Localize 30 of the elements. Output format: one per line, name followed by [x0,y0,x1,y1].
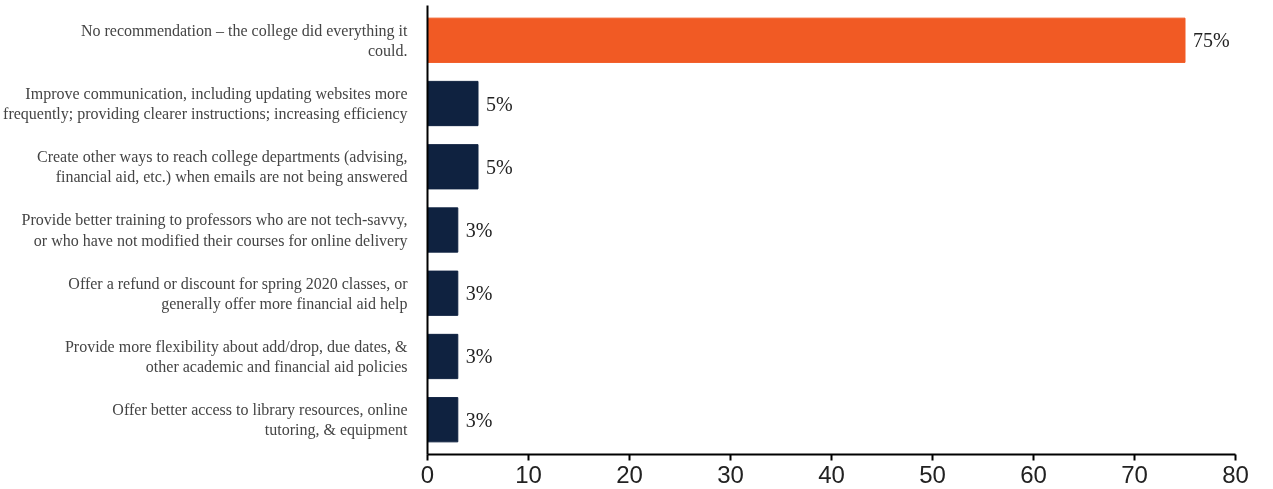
x-tick-label: 80 [1222,460,1249,488]
data-label: 3% [465,219,493,241]
data-label: 75% [1193,29,1230,52]
bar [427,270,459,316]
data-label: 3% [465,345,493,368]
data-label: 5% [486,92,513,115]
bar [427,207,459,253]
y-tick-label: Provide better training to professors who are not tech-savvy, or who have not modified their courses for online delivery [21,211,408,250]
y-tick-label: Offer better access to library resources, online tutoring, & equipment [112,401,409,440]
bar [427,144,479,190]
y-tick-label: No recommendation – the college did everything it could. [80,21,409,59]
data-label: 5% [486,155,513,178]
x-tick-label: 20 [616,460,643,488]
bar [427,17,1186,63]
x-tick-label: 10 [515,460,542,488]
x-tick-label: 70 [1121,460,1148,488]
x-tick-label: 40 [818,460,845,488]
x-tick-label: 0 [420,460,435,488]
data-label: 3% [465,282,493,305]
x-tick-label: 60 [1020,460,1047,488]
y-tick-label: Offer a refund or discount for spring 2020 classes, or generally offer more financial aid help [68,274,409,313]
bar [427,80,479,127]
y-tick-label: Improve communication, including updating websites more frequently; providing clearer instructions; increasing efficiency [3,84,408,124]
bar [427,397,459,443]
bar [427,333,459,380]
y-tick-label: Create other ways to reach college departments (advising, financial aid, etc.) when emails are not being answered [36,148,408,187]
data-label: 3% [465,408,493,431]
y-tick-label: Provide more flexibility about add/drop, due dates, & other academic and financial aid policies [64,337,409,377]
x-tick-label: 30 [717,460,744,488]
x-tick-label: 50 [919,460,946,488]
